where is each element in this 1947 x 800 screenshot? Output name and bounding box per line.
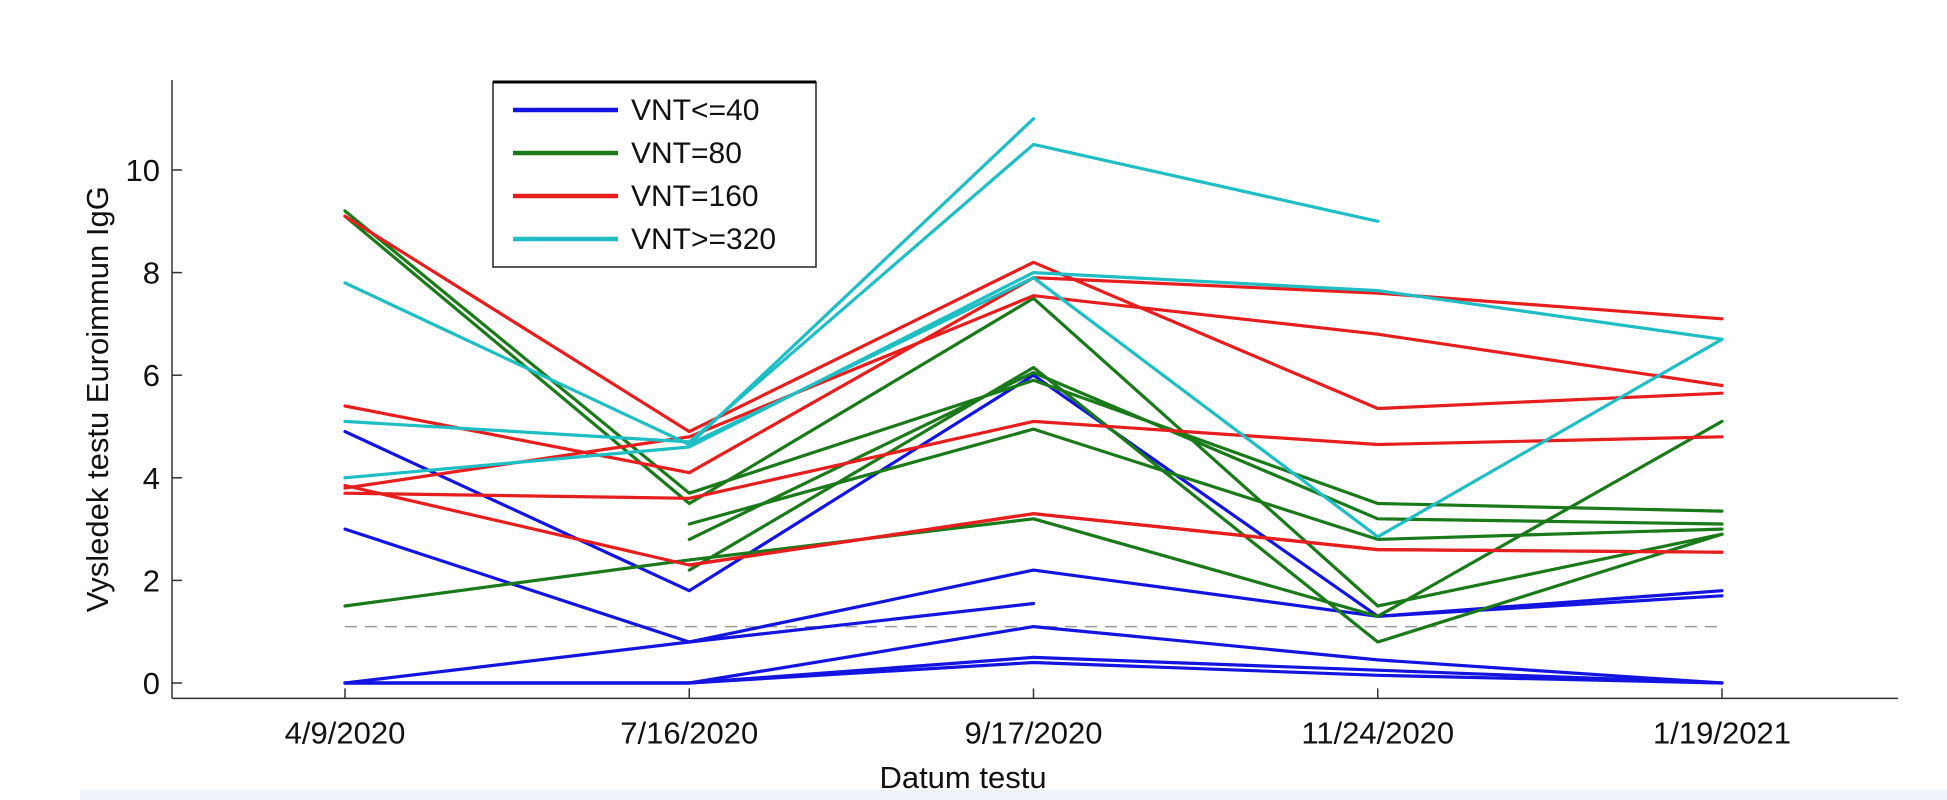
- series-line: [343, 142, 1380, 444]
- x-tick-label: 9/17/2020: [965, 715, 1103, 750]
- legend-label: VNT>=320: [631, 223, 776, 256]
- series-line: [343, 419, 1724, 500]
- legend-label: VNT=160: [631, 180, 759, 213]
- series-layer: [343, 117, 1724, 685]
- legend-box: [492, 81, 817, 268]
- x-tick-label: 1/19/2021: [1653, 715, 1791, 750]
- x-tick-label: 11/24/2020: [1301, 715, 1454, 750]
- y-tick-label: 0: [143, 666, 160, 701]
- series-line: [343, 419, 1724, 618]
- series-line: [343, 214, 1724, 434]
- series-line: [343, 601, 1036, 685]
- legend-label: VNT=80: [631, 137, 742, 170]
- series-line: [687, 427, 1724, 542]
- y-tick-label: 2: [143, 563, 160, 598]
- y-tick-label: 10: [126, 153, 160, 188]
- series-line: [343, 209, 1724, 513]
- y-tick-label: 8: [143, 256, 160, 291]
- x-axis-title: Datum testu: [879, 760, 1046, 795]
- x-tick-label: 4/9/2020: [285, 715, 406, 750]
- y-tick-label: 4: [143, 461, 160, 496]
- y-axis-title: Vysledek testu Euroimmun IgG: [80, 186, 115, 612]
- y-tick-label: 6: [143, 358, 160, 393]
- axes: 0 2 4 6 8 10 4/9/2020 7/16/2020 9/17/2020 11/24/2…: [80, 80, 1898, 795]
- legend: VNT<=40 VNT=80 VNT=160 VNT>=320: [492, 80, 817, 268]
- series-line: [343, 271, 1724, 480]
- series-line: [687, 512, 1724, 567]
- series-line: [687, 276, 1724, 539]
- bottom-band: [80, 790, 1947, 800]
- legend-label: VNT<=40: [631, 94, 759, 127]
- series-line: [343, 214, 1724, 608]
- series-line: [343, 527, 1724, 644]
- series-line: [343, 294, 1724, 490]
- series-line: [687, 365, 1724, 644]
- series-line: [343, 660, 1724, 685]
- series-line: [687, 371, 1724, 542]
- x-tick-label: 7/16/2020: [620, 715, 758, 750]
